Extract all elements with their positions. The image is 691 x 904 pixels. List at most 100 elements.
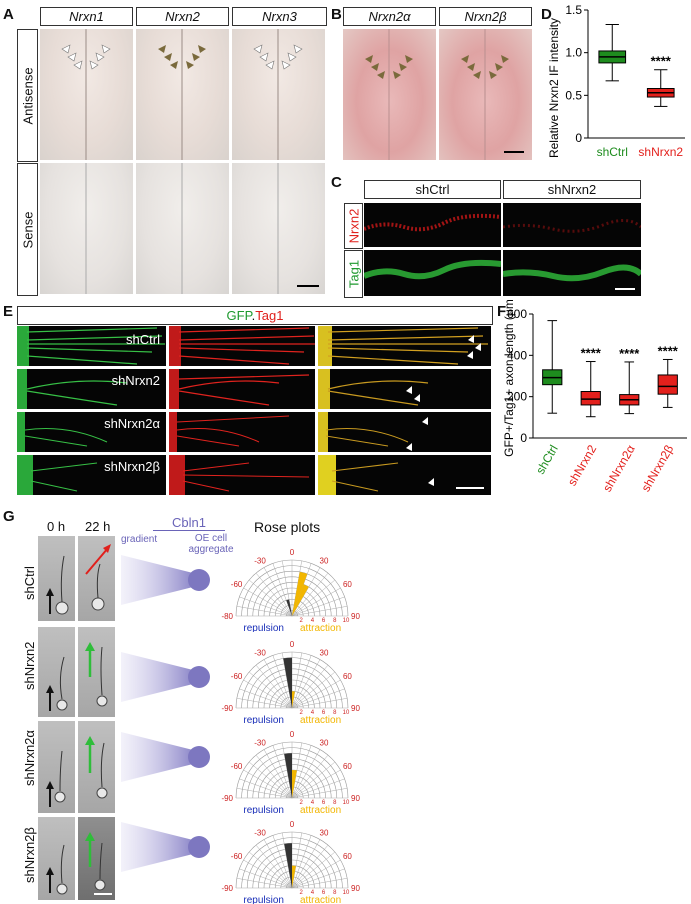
row-label-e-shnrxn2b: shNrxn2β: [104, 459, 160, 474]
rose-spoke: [272, 655, 293, 709]
rose-angle-label: 0: [290, 548, 295, 557]
rose-angle-label: -60: [231, 672, 243, 681]
rose-radial-label: 8: [333, 800, 337, 806]
rose-spoke: [291, 868, 345, 889]
panel-d-axes: 0 0.5 1.0 1.5: [565, 3, 685, 145]
rose-radial-label: 2: [300, 890, 304, 896]
rose-angle-label: 0: [290, 640, 295, 649]
panel-f-chart: GFP+/Tag1+ axon length (μm) 0 200 400 600 s…: [502, 300, 687, 494]
x-tick-label: shCtrl: [597, 145, 628, 159]
rose-spoke: [291, 745, 312, 799]
rose-spoke: [291, 788, 348, 799]
significance-label: ****: [658, 343, 679, 358]
panel-a-row-sense: Sense: [17, 163, 38, 296]
fluor-e-shnrxn2b-gfp: shNrxn2β: [17, 455, 166, 495]
rose-plot-shnrxn2a: -30 0 30 -60 60 -90 90 2 4 6 8 10 repulsion attractio…: [221, 730, 360, 814]
panel-c-header-shnrxn2: shNrxn2: [503, 180, 641, 199]
aggregate-label: OE cell aggregate: [188, 533, 234, 555]
row-label-e-shctrl: shCtrl: [126, 332, 160, 347]
time-label-22h: 22 h: [85, 519, 111, 534]
rose-spoke: [291, 844, 329, 889]
rose-radial-label: 4: [311, 800, 315, 806]
micrograph-b-nrxn2b: [439, 29, 532, 160]
fluor-e-shctrl-merge: [318, 326, 491, 366]
rose-angle-label: 90: [351, 612, 360, 621]
rose-angle-label: -80: [221, 612, 233, 621]
rose-radial-label: 2: [300, 800, 304, 806]
attraction-label: attraction: [300, 715, 341, 724]
x-tick-label: shCtrl: [533, 443, 561, 477]
phase-g-shnrxn2a-22h: [78, 721, 115, 813]
rose-spoke: [263, 839, 293, 889]
micrograph-a-nrxn3-antisense: [232, 29, 325, 160]
rose-spoke: [291, 659, 321, 709]
rose-spoke: [255, 754, 293, 799]
rose-spoke: [243, 587, 293, 617]
panel-d-boxes: shCtrl **** shNrxn2: [597, 24, 683, 159]
rose-spoke: [239, 868, 293, 889]
panel-label-b: B: [331, 6, 342, 23]
rose-spoke: [236, 878, 293, 889]
fluor-c-shnrxn2-nrxn2: [503, 203, 641, 247]
micrograph-a-nrxn2-antisense: [136, 29, 229, 160]
fluor-e-shnrxn2a-tag1: [169, 412, 315, 452]
scale-bar: [615, 288, 635, 290]
micrograph-a-nrxn2-sense: [136, 163, 229, 294]
gradient-schematic-4: [121, 822, 210, 872]
fluor-c-shctrl-nrxn2: [364, 203, 501, 247]
fluor-c-shctrl-tag1: [364, 250, 501, 296]
panel-a-header-nrxn3: Nrxn3: [232, 7, 327, 26]
rose-plots-title: Rose plots: [254, 519, 321, 535]
rose-spoke: [263, 659, 293, 709]
panel-label-e: E: [3, 303, 14, 320]
row-label-e-shnrxn2a: shNrxn2α: [104, 416, 160, 431]
micrograph-a-nrxn1-antisense: [40, 29, 133, 160]
rose-angle-label: -60: [231, 762, 243, 771]
rose-spoke: [291, 761, 336, 799]
fluor-e-shnrxn2-tag1: [169, 369, 315, 409]
rose-spoke: [239, 688, 293, 709]
rose-spoke: [291, 698, 348, 709]
panel-label-c: C: [331, 174, 342, 191]
rose-spoke: [291, 839, 321, 889]
rose-angle-label: -60: [231, 580, 243, 589]
gradient-schematic-3: [121, 732, 210, 782]
scale-bar: [297, 285, 319, 287]
rose-radial-label: 6: [322, 618, 326, 624]
fluor-e-shnrxn2-merge: [318, 369, 491, 409]
y-tick-label: 0: [520, 431, 527, 445]
rose-spoke: [291, 754, 329, 799]
rose-spoke: [263, 749, 293, 799]
rose-radial-label: 6: [322, 890, 326, 896]
rose-spoke: [282, 560, 293, 617]
rose-spoke: [239, 596, 293, 617]
x-tick-label: shNrxn2α: [600, 442, 638, 494]
panel-f-boxes: shCtrl **** shNrxn2 **** shNrxn2α **** shNrxn2…: [533, 320, 679, 494]
x-tick-label: shNrxn2β: [638, 442, 676, 494]
rose-angle-label: 30: [320, 649, 329, 658]
phase-g-shnrxn2b-22h: [78, 817, 115, 900]
panel-e-title-tag1: Tag1: [255, 308, 284, 323]
rose-radial-label: 10: [343, 800, 350, 806]
panel-c-header-shctrl: shCtrl: [364, 180, 501, 199]
y-tick-label: 1.5: [565, 3, 582, 17]
rose-spoke: [291, 664, 329, 709]
rose-plot-shnrxn2b: -30 0 30 -60 60 -90 90 2 4 6 8 10 repulsion attractio…: [221, 820, 360, 904]
rose-spoke: [272, 745, 293, 799]
fluor-e-shnrxn2-gfp: shNrxn2: [17, 369, 166, 409]
rose-angle-label: 90: [351, 794, 360, 803]
y-tick-label: 200: [507, 390, 527, 404]
panel-f-axes: 0 200 400 600: [507, 307, 687, 445]
rose-plot-shctrl: -30 0 30 -60 60 -80 90 2 4 6 8 10 repulsion attractio…: [221, 548, 360, 632]
time-label-0h: 0 h: [47, 519, 66, 534]
rose-spoke: [291, 679, 341, 709]
y-tick-label: 600: [507, 307, 527, 321]
rose-spoke: [291, 769, 341, 799]
gradient-label: gradient: [121, 534, 158, 545]
rose-radial-label: 10: [343, 710, 350, 716]
fluor-c-shnrxn2-tag1: [503, 250, 641, 296]
rose-radial-label: 8: [333, 618, 337, 624]
fluor-e-shnrxn2b-tag1: [169, 455, 315, 495]
rose-bin: [292, 584, 309, 616]
rose-angle-label: -30: [254, 557, 266, 566]
